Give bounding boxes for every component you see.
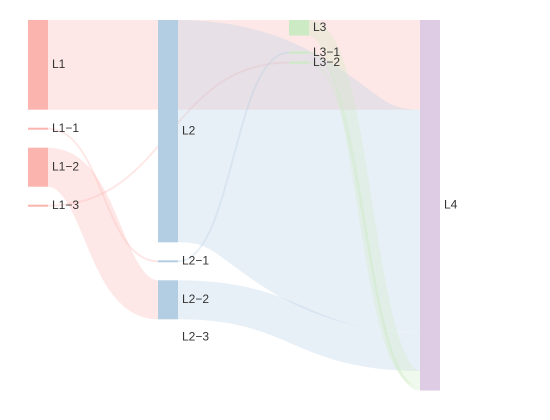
sankey-label-L1: L1 <box>52 57 66 71</box>
sankey-label-L3: L3 <box>313 20 327 34</box>
links-layer <box>45 19 425 391</box>
sankey-node-L1-3 <box>28 204 48 207</box>
sankey-label-L4: L4 <box>444 197 458 211</box>
sankey-link-L2-to-L4 <box>173 20 425 332</box>
sankey-node-L3-2 <box>289 61 309 64</box>
sankey-node-L1 <box>28 20 48 110</box>
sankey-label-L2: L2 <box>182 123 196 137</box>
sankey-link-L2-1-to-L3-1 <box>177 51 290 263</box>
sankey-node-L2-2 <box>158 280 178 320</box>
sankey-link-L2-2-to-L4 <box>177 280 421 371</box>
sankey-label-L2-1: L2−1 <box>182 253 209 267</box>
sankey-label-L2-3: L2−3 <box>182 329 209 343</box>
sankey-label-L1-3: L1−3 <box>52 198 79 212</box>
sankey-label-L3-2: L3−2 <box>313 55 340 69</box>
sankey-node-L4 <box>420 20 440 391</box>
sankey-link-L3-2-to-L4 <box>308 61 421 391</box>
sankey-link-L3-1-to-L4 <box>308 51 421 389</box>
sankey-node-L2-1 <box>158 260 178 263</box>
sankey-link-L3-to-L4 <box>306 20 423 387</box>
sankey-node-L1-1 <box>28 127 48 130</box>
sankey-node-L2 <box>158 20 178 243</box>
sankey-node-L1-2 <box>28 147 48 187</box>
sankey-link-L1-1-to-L2-1 <box>47 127 159 263</box>
sankey-node-L3 <box>289 20 309 36</box>
sankey-link-L1-2-to-L2-2 <box>45 147 161 320</box>
nodes-layer <box>28 20 440 391</box>
sankey-node-L3-1 <box>289 51 309 54</box>
sankey-label-L3-1: L3−1 <box>313 45 340 59</box>
sankey-label-L1-2: L1−2 <box>52 159 79 173</box>
sankey-label-L1-1: L1−1 <box>52 121 79 135</box>
labels-layer: L1 L1−1 L1−2 L1−3 L2 L2−1 L2−2 L2−3 L3 L3−1L3−2 L4 <box>52 20 458 343</box>
sankey-label-L2-2: L2−2 <box>182 292 209 306</box>
